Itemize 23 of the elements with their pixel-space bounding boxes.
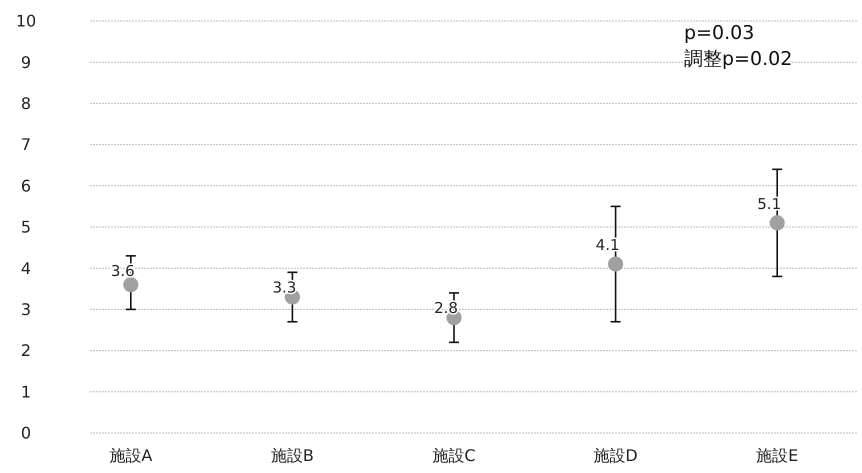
- y-tick-label: 5: [20, 218, 32, 237]
- x-tick-label: 施設C: [432, 446, 476, 465]
- y-tick-label: 3: [20, 300, 32, 319]
- y-tick-label: 9: [20, 52, 32, 72]
- x-tick-label: 施設D: [593, 446, 638, 465]
- annotation: p=0.03: [684, 22, 754, 44]
- annotation: 調整p=0.02: [684, 48, 792, 70]
- x-tick-label: 施設B: [270, 446, 314, 465]
- data-label: 3.3: [272, 278, 296, 296]
- y-tick-label: 8: [20, 94, 32, 113]
- point: [123, 277, 138, 292]
- y-tick-label: 0: [20, 424, 32, 443]
- y-tick-label: 10: [16, 12, 36, 31]
- y-tick-label: 4: [20, 258, 32, 278]
- x-tick-label: 施設A: [109, 446, 152, 465]
- point: [770, 215, 785, 230]
- data-label: 2.8: [434, 298, 458, 317]
- y-tick-label: 1: [20, 382, 32, 402]
- point: [608, 256, 624, 272]
- y-tick-label: 2: [20, 341, 32, 360]
- x-tick-label: 施設E: [756, 446, 798, 465]
- y-tick-label: 7: [20, 135, 32, 154]
- y-tick-label: 6: [20, 176, 32, 196]
